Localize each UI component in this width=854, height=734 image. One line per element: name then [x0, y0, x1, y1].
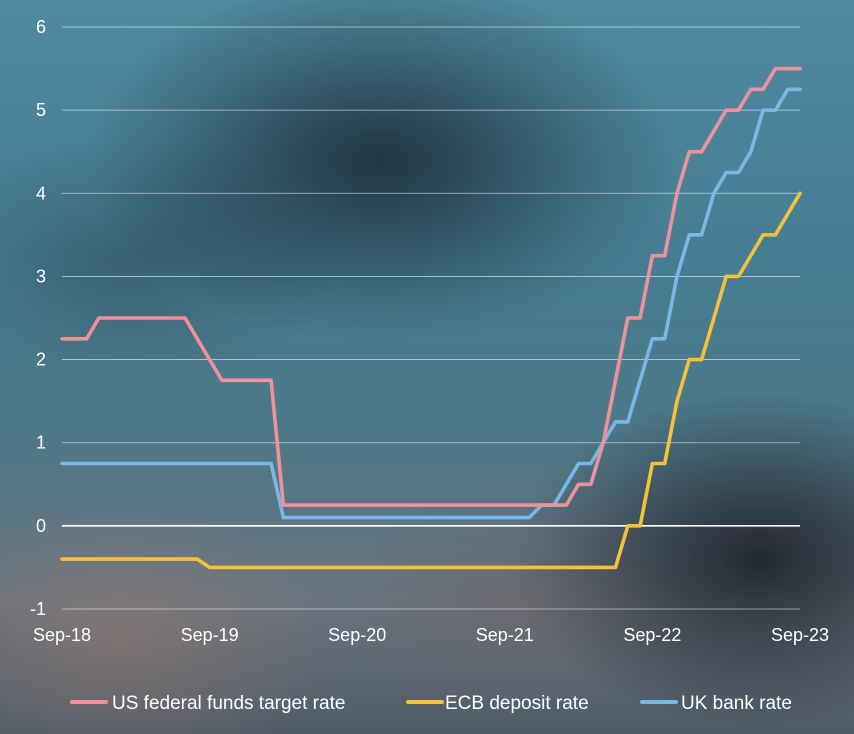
y-tick-label: 3	[36, 266, 46, 286]
legend-label: ECB deposit rate	[445, 693, 589, 714]
x-tick-label: Sep-21	[476, 625, 534, 645]
x-axis-tick-labels: Sep-18 Sep-19 Sep-20 Sep-21 Sep-22 Sep-23	[33, 625, 829, 645]
series-lines	[60, 66, 802, 570]
x-tick-label: Sep-18	[33, 625, 91, 645]
y-axis-tick-labels: -1 0 1 2 3 4 5 6	[30, 17, 46, 619]
y-tick-label: -1	[30, 599, 46, 619]
legend-label: US federal funds target rate	[112, 693, 345, 714]
x-tick-label: Sep-19	[181, 625, 239, 645]
y-tick-label: 1	[36, 433, 46, 453]
y-tick-label: 4	[36, 183, 46, 203]
y-tick-label: 6	[36, 17, 46, 37]
y-tick-label: 2	[36, 350, 46, 370]
x-tick-label: Sep-22	[623, 625, 681, 645]
x-tick-label: Sep-23	[771, 625, 829, 645]
y-tick-label: 5	[36, 100, 46, 120]
gridlines	[62, 26, 800, 610]
series-line-us-federal-funds-target-rate	[60, 66, 802, 507]
series-line-ecb-deposit-rate	[60, 191, 802, 570]
legend-label: UK bank rate	[681, 693, 792, 714]
y-tick-label: 0	[36, 516, 46, 536]
legend: US federal funds target rate ECB deposit …	[70, 693, 792, 714]
x-tick-label: Sep-20	[328, 625, 386, 645]
